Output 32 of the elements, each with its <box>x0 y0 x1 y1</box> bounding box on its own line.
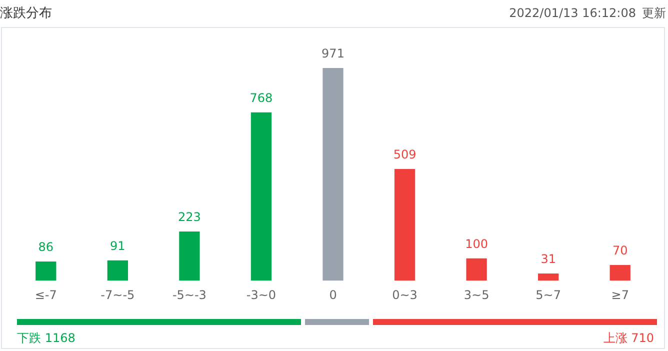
bar <box>36 261 56 281</box>
x-tick-label: 0~3 <box>392 288 418 302</box>
data-label: 70 <box>612 243 628 258</box>
bar <box>538 273 559 281</box>
data-label: 91 <box>110 238 126 253</box>
data-label: 223 <box>178 210 201 224</box>
bar <box>250 112 272 281</box>
data-label: 768 <box>250 90 273 105</box>
x-tick-label: 3~5 <box>464 288 490 302</box>
x-tick-label: 5~7 <box>536 288 561 302</box>
text: 下跌 1168 <box>17 330 76 347</box>
data-label: 86 <box>38 240 54 254</box>
bar <box>107 260 128 281</box>
data-label: 100 <box>465 236 488 251</box>
x-tick-label: -5~-3 <box>172 288 206 302</box>
bar <box>610 264 630 281</box>
x-tick-label: -7~-5 <box>100 288 135 302</box>
bar <box>179 232 200 281</box>
data-label: 971 <box>322 46 344 60</box>
text: 上涨 710 <box>603 330 654 347</box>
chart-title: 涨跌分布 <box>0 5 52 22</box>
data-label: 31 <box>540 252 556 266</box>
data-label: 509 <box>393 147 416 162</box>
x-tick-label: ≤-7 <box>34 288 57 302</box>
x-tick-label: 0 <box>329 288 337 302</box>
bar <box>322 68 344 281</box>
x-tick-label: ≥7 <box>611 288 629 302</box>
text: 更新 <box>642 6 666 20</box>
bar <box>394 169 416 281</box>
text: 2022/01/13 16:12:08 <box>509 6 636 20</box>
x-tick-label: -3~0 <box>246 288 276 302</box>
bar <box>466 258 487 281</box>
